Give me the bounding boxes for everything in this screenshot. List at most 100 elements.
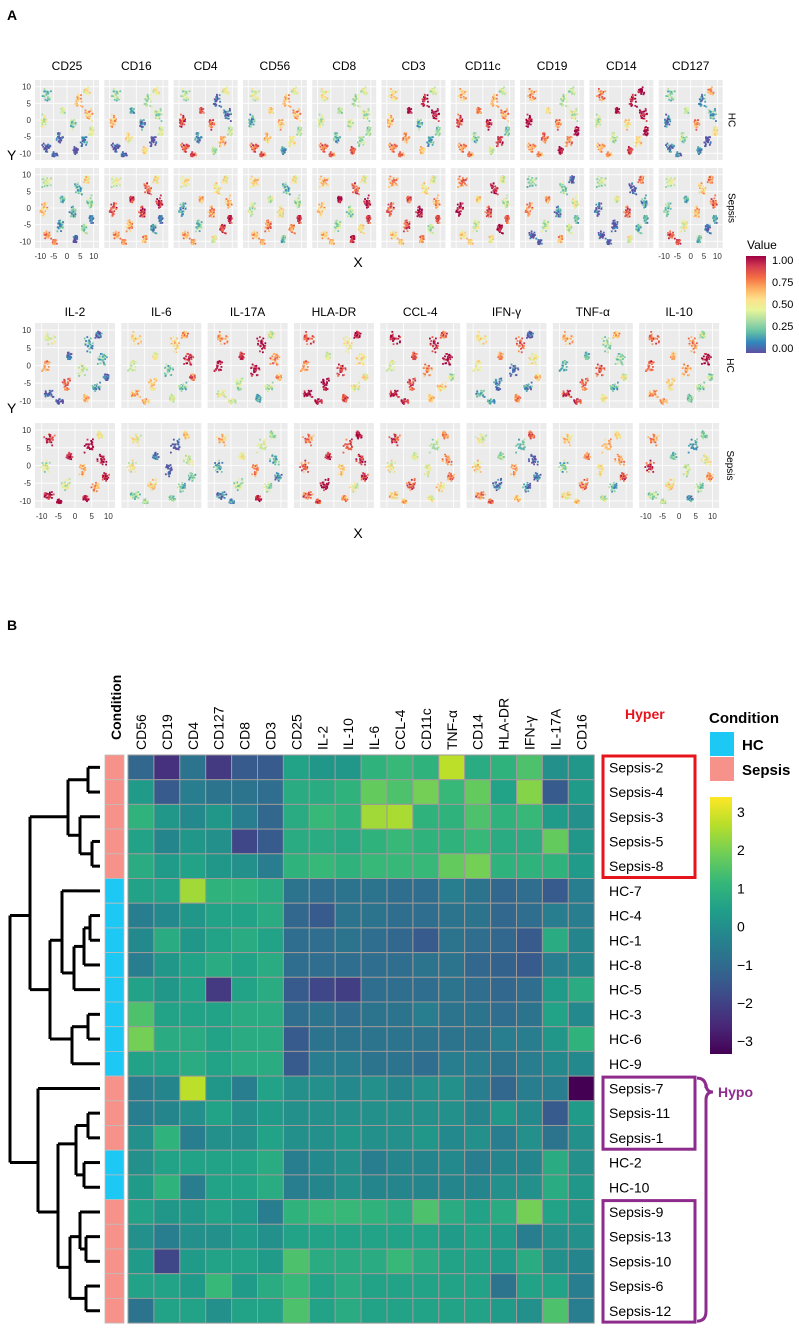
cell-point: [436, 133, 439, 136]
cell-point: [220, 139, 223, 142]
cell-point: [76, 96, 79, 98]
cell-point: [186, 147, 189, 149]
cell-point: [41, 186, 44, 188]
cell-point: [113, 116, 115, 119]
cell-point: [462, 206, 464, 209]
cell-point: [278, 206, 281, 209]
cell-point: [365, 117, 368, 120]
cell-point: [210, 213, 213, 216]
cell-point: [224, 93, 227, 95]
cell-point: [254, 150, 257, 153]
cell-point: [475, 230, 478, 233]
cell-point: [531, 144, 534, 147]
cell-point: [46, 91, 49, 93]
cell-point: [185, 95, 188, 98]
cell-point: [458, 122, 461, 125]
cell-point: [268, 107, 271, 110]
cell-point: [407, 223, 410, 226]
cell-point: [278, 209, 281, 212]
cell-point: [410, 108, 413, 110]
cell-point: [435, 217, 437, 219]
cell-point: [362, 143, 365, 146]
cell-point: [92, 221, 94, 224]
cell-point: [354, 182, 356, 185]
cell-point: [253, 93, 255, 96]
cell-point: [143, 148, 146, 151]
cell-point: [322, 149, 325, 152]
cell-point: [527, 145, 530, 148]
cell-point: [504, 113, 506, 115]
cell-point: [130, 136, 133, 139]
cell-point: [475, 223, 478, 226]
cell-point: [152, 90, 155, 93]
cell-point: [74, 235, 76, 238]
cell-point: [227, 130, 230, 133]
cell-point: [435, 117, 438, 120]
cell-point: [399, 154, 401, 157]
cell-point: [109, 121, 112, 124]
cell-point: [298, 219, 301, 222]
cell-point: [334, 132, 336, 135]
cell-point: [115, 99, 118, 102]
cell-point: [289, 228, 292, 231]
cell-point: [223, 109, 225, 112]
cell-point: [43, 114, 46, 117]
cell-point: [149, 104, 152, 107]
cell-point: [331, 153, 333, 156]
cell-point: [364, 86, 367, 89]
cell-point: [507, 202, 510, 205]
cell-point: [299, 215, 302, 218]
cell-point: [504, 206, 507, 209]
cell-point: [283, 237, 286, 240]
cell-point: [111, 214, 114, 216]
cell-point: [561, 100, 564, 103]
cell-point: [121, 154, 124, 157]
cell-point: [182, 144, 185, 147]
cell-point: [178, 118, 181, 121]
cell-point: [363, 175, 366, 178]
cell-point: [358, 138, 361, 141]
cell-point: [321, 118, 324, 121]
cell-point: [321, 237, 324, 240]
cell-point: [184, 202, 187, 205]
cell-point: [142, 119, 145, 122]
cell-point: [59, 141, 62, 144]
cell-point: [459, 116, 462, 119]
cell-point: [504, 117, 507, 120]
cell-point: [160, 202, 163, 205]
cell-point: [320, 88, 323, 90]
cell-point: [459, 94, 462, 96]
cell-point: [88, 206, 91, 209]
cell-point: [392, 232, 394, 235]
cell-point: [456, 211, 459, 213]
cell-point: [200, 109, 203, 112]
cell-point: [364, 181, 367, 184]
cell-point: [179, 125, 181, 128]
cell-point: [436, 222, 439, 224]
cell-point: [456, 207, 459, 209]
cell-point: [124, 239, 127, 242]
cell-point: [488, 207, 491, 210]
cell-point: [154, 136, 157, 139]
cell-point: [41, 121, 44, 123]
cell-point: [392, 202, 395, 205]
cell-point: [149, 190, 151, 192]
cell-point: [458, 95, 461, 97]
cell-point: [558, 119, 561, 122]
cell-point: [254, 99, 257, 102]
cell-point: [427, 145, 430, 147]
cell-point: [351, 122, 354, 124]
cell-point: [338, 107, 341, 110]
cell-point: [212, 151, 215, 154]
cell-point: [213, 191, 216, 194]
cell-point: [326, 234, 328, 236]
cell-point: [506, 219, 509, 222]
cell-point: [70, 215, 72, 218]
cell-point: [405, 223, 408, 225]
cell-point: [44, 118, 47, 121]
cell-point: [146, 98, 149, 101]
cell-point: [490, 148, 492, 151]
cell-point: [283, 241, 285, 244]
cell-point: [159, 197, 161, 200]
cell-point: [58, 221, 61, 224]
